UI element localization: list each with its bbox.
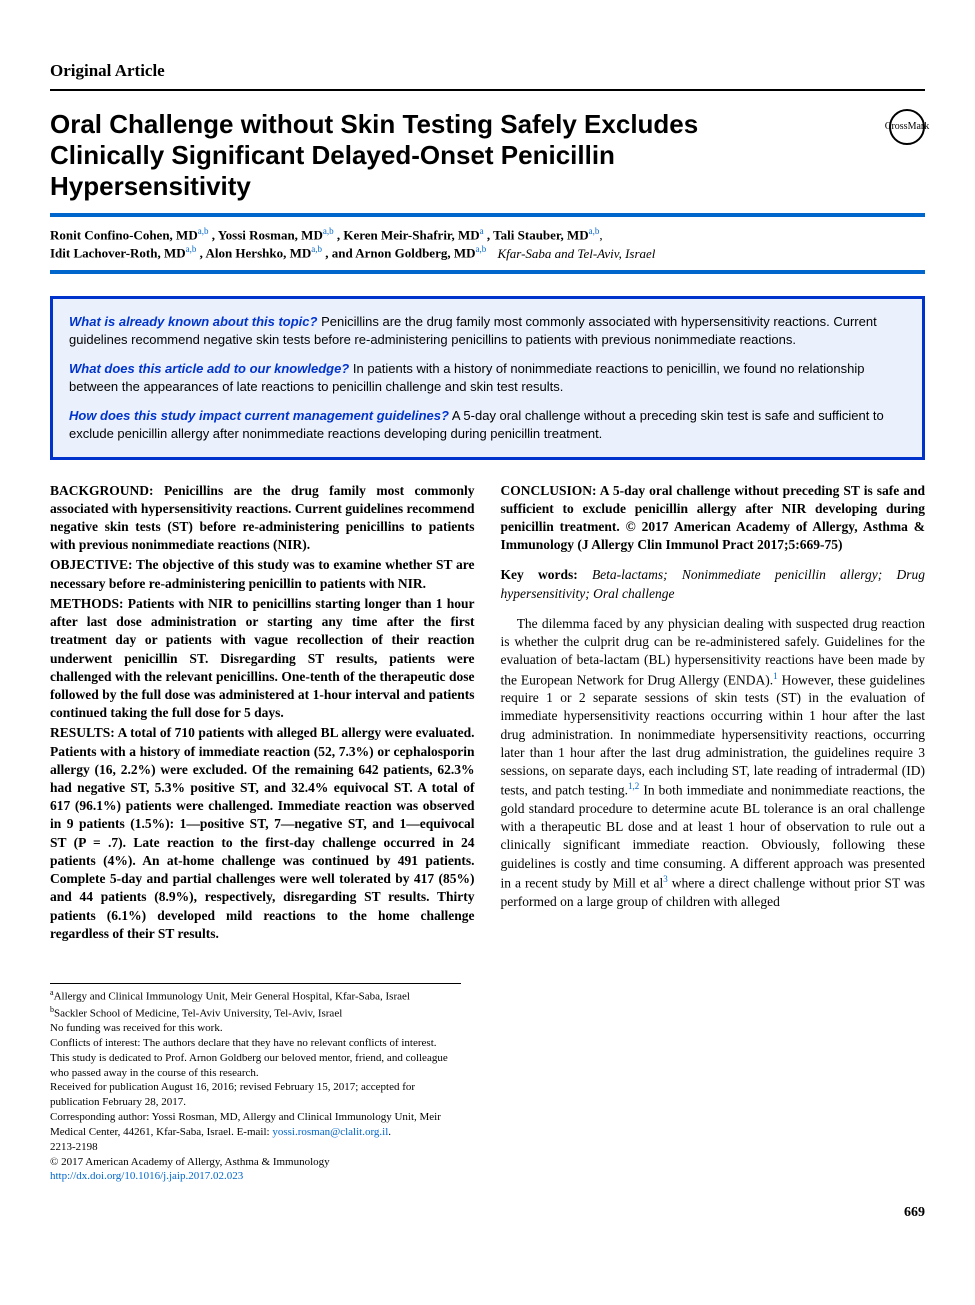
footnote-corresponding: Corresponding author: Yossi Rosman, MD, … [50, 1110, 461, 1140]
abstract-objective: OBJECTIVE: The objective of this study w… [50, 556, 475, 592]
highlight-3-question: How does this study impact current manag… [69, 408, 449, 423]
page-number: 669 [50, 1204, 925, 1223]
doi-link[interactable]: http://dx.doi.org/10.1016/j.jaip.2017.02… [50, 1170, 243, 1182]
author-5-affil: a,b [186, 244, 197, 254]
ref-1-2[interactable]: 1,2 [628, 781, 639, 791]
author-3: , Keren Meir-Shafrir, MD [337, 227, 480, 242]
footnote-affil-b: bSackler School of Medicine, Tel-Aviv Un… [50, 1005, 461, 1022]
author-1: Ronit Confino-Cohen, MD [50, 227, 198, 242]
author-7-affil: a,b [476, 244, 487, 254]
body-text-1b: However, these guidelines require 1 or 2… [501, 672, 926, 798]
author-2: , Yossi Rosman, MD [212, 227, 323, 242]
keywords: Key words: Beta-lactams; Nonimmediate pe… [501, 566, 926, 602]
objective-label: OBJECTIVE: [50, 557, 136, 572]
author-4-comma: , [599, 227, 602, 242]
footnote-affil-a: aAllergy and Clinical Immunology Unit, M… [50, 988, 461, 1005]
footnote-dedication: This study is dedicated to Prof. Arnon G… [50, 1051, 461, 1081]
footnote-copyright: © 2017 American Academy of Allergy, Asth… [50, 1155, 461, 1170]
body-paragraph-1: The dilemma faced by any physician deali… [501, 615, 926, 911]
abstract-background: BACKGROUND: Penicillins are the drug fam… [50, 482, 475, 555]
author-line-1: Ronit Confino-Cohen, MDa,b , Yossi Rosma… [50, 225, 925, 244]
author-line-2: Idit Lachover-Roth, MDa,b , Alon Hershko… [50, 243, 925, 262]
background-label: BACKGROUND: [50, 483, 164, 498]
author-4: , Tali Stauber, MD [487, 227, 589, 242]
footnote-issn: 2213-2198 [50, 1140, 461, 1155]
author-block: Ronit Confino-Cohen, MDa,b , Yossi Rosma… [50, 213, 925, 275]
article-type: Original Article [50, 60, 925, 91]
highlight-2: What does this article add to our knowle… [69, 360, 906, 395]
footnote-coi: Conflicts of interest: The authors decla… [50, 1036, 461, 1051]
footnote-doi: http://dx.doi.org/10.1016/j.jaip.2017.02… [50, 1169, 461, 1184]
footnotes: aAllergy and Clinical Immunology Unit, M… [50, 983, 461, 1184]
highlights-box: What is already known about this topic? … [50, 296, 925, 459]
author-2-affil: a,b [323, 226, 334, 236]
highlight-2-question: What does this article add to our knowle… [69, 361, 349, 376]
author-6: , Alon Hershko, MD [200, 246, 312, 261]
author-location: Kfar-Saba and Tel-Aviv, Israel [498, 246, 656, 261]
highlight-3: How does this study impact current manag… [69, 407, 906, 442]
main-columns: BACKGROUND: Penicillins are the drug fam… [50, 482, 925, 943]
author-4-affil: a,b [589, 226, 600, 236]
keywords-label: Key words: [501, 567, 592, 582]
footnote-received: Received for publication August 16, 2016… [50, 1080, 461, 1110]
author-7: , and Arnon Goldberg, MD [325, 246, 475, 261]
abstract-methods: METHODS: Patients with NIR to penicillin… [50, 595, 475, 723]
results-text-2: (1.5%): 1—positive ST, 7—negative ST, an… [50, 816, 475, 940]
author-6-affil: a,b [311, 244, 322, 254]
footnote-funding: No funding was received for this work. [50, 1021, 461, 1036]
methods-text: Patients with NIR to penicillins startin… [50, 596, 475, 720]
highlight-1: What is already known about this topic? … [69, 313, 906, 348]
highlight-1-question: What is already known about this topic? [69, 314, 317, 329]
abstract-conclusion: CONCLUSION: A 5-day oral challenge witho… [501, 482, 926, 555]
results-label: RESULTS: [50, 725, 118, 740]
crossmark-icon[interactable]: CrossMark [889, 109, 925, 145]
conclusion-label: CONCLUSION: [501, 483, 600, 498]
author-1-affil: a,b [198, 226, 209, 236]
author-5: Idit Lachover-Roth, MD [50, 246, 186, 261]
article-title: Oral Challenge without Skin Testing Safe… [50, 109, 810, 203]
title-row: Oral Challenge without Skin Testing Safe… [50, 109, 925, 213]
methods-label: METHODS: [50, 596, 128, 611]
corresponding-email-link[interactable]: yossi.rosman@clalit.org.il [272, 1126, 388, 1138]
author-3-affil: a [480, 226, 484, 236]
abstract-results: RESULTS: A total of 710 patients with al… [50, 724, 475, 943]
